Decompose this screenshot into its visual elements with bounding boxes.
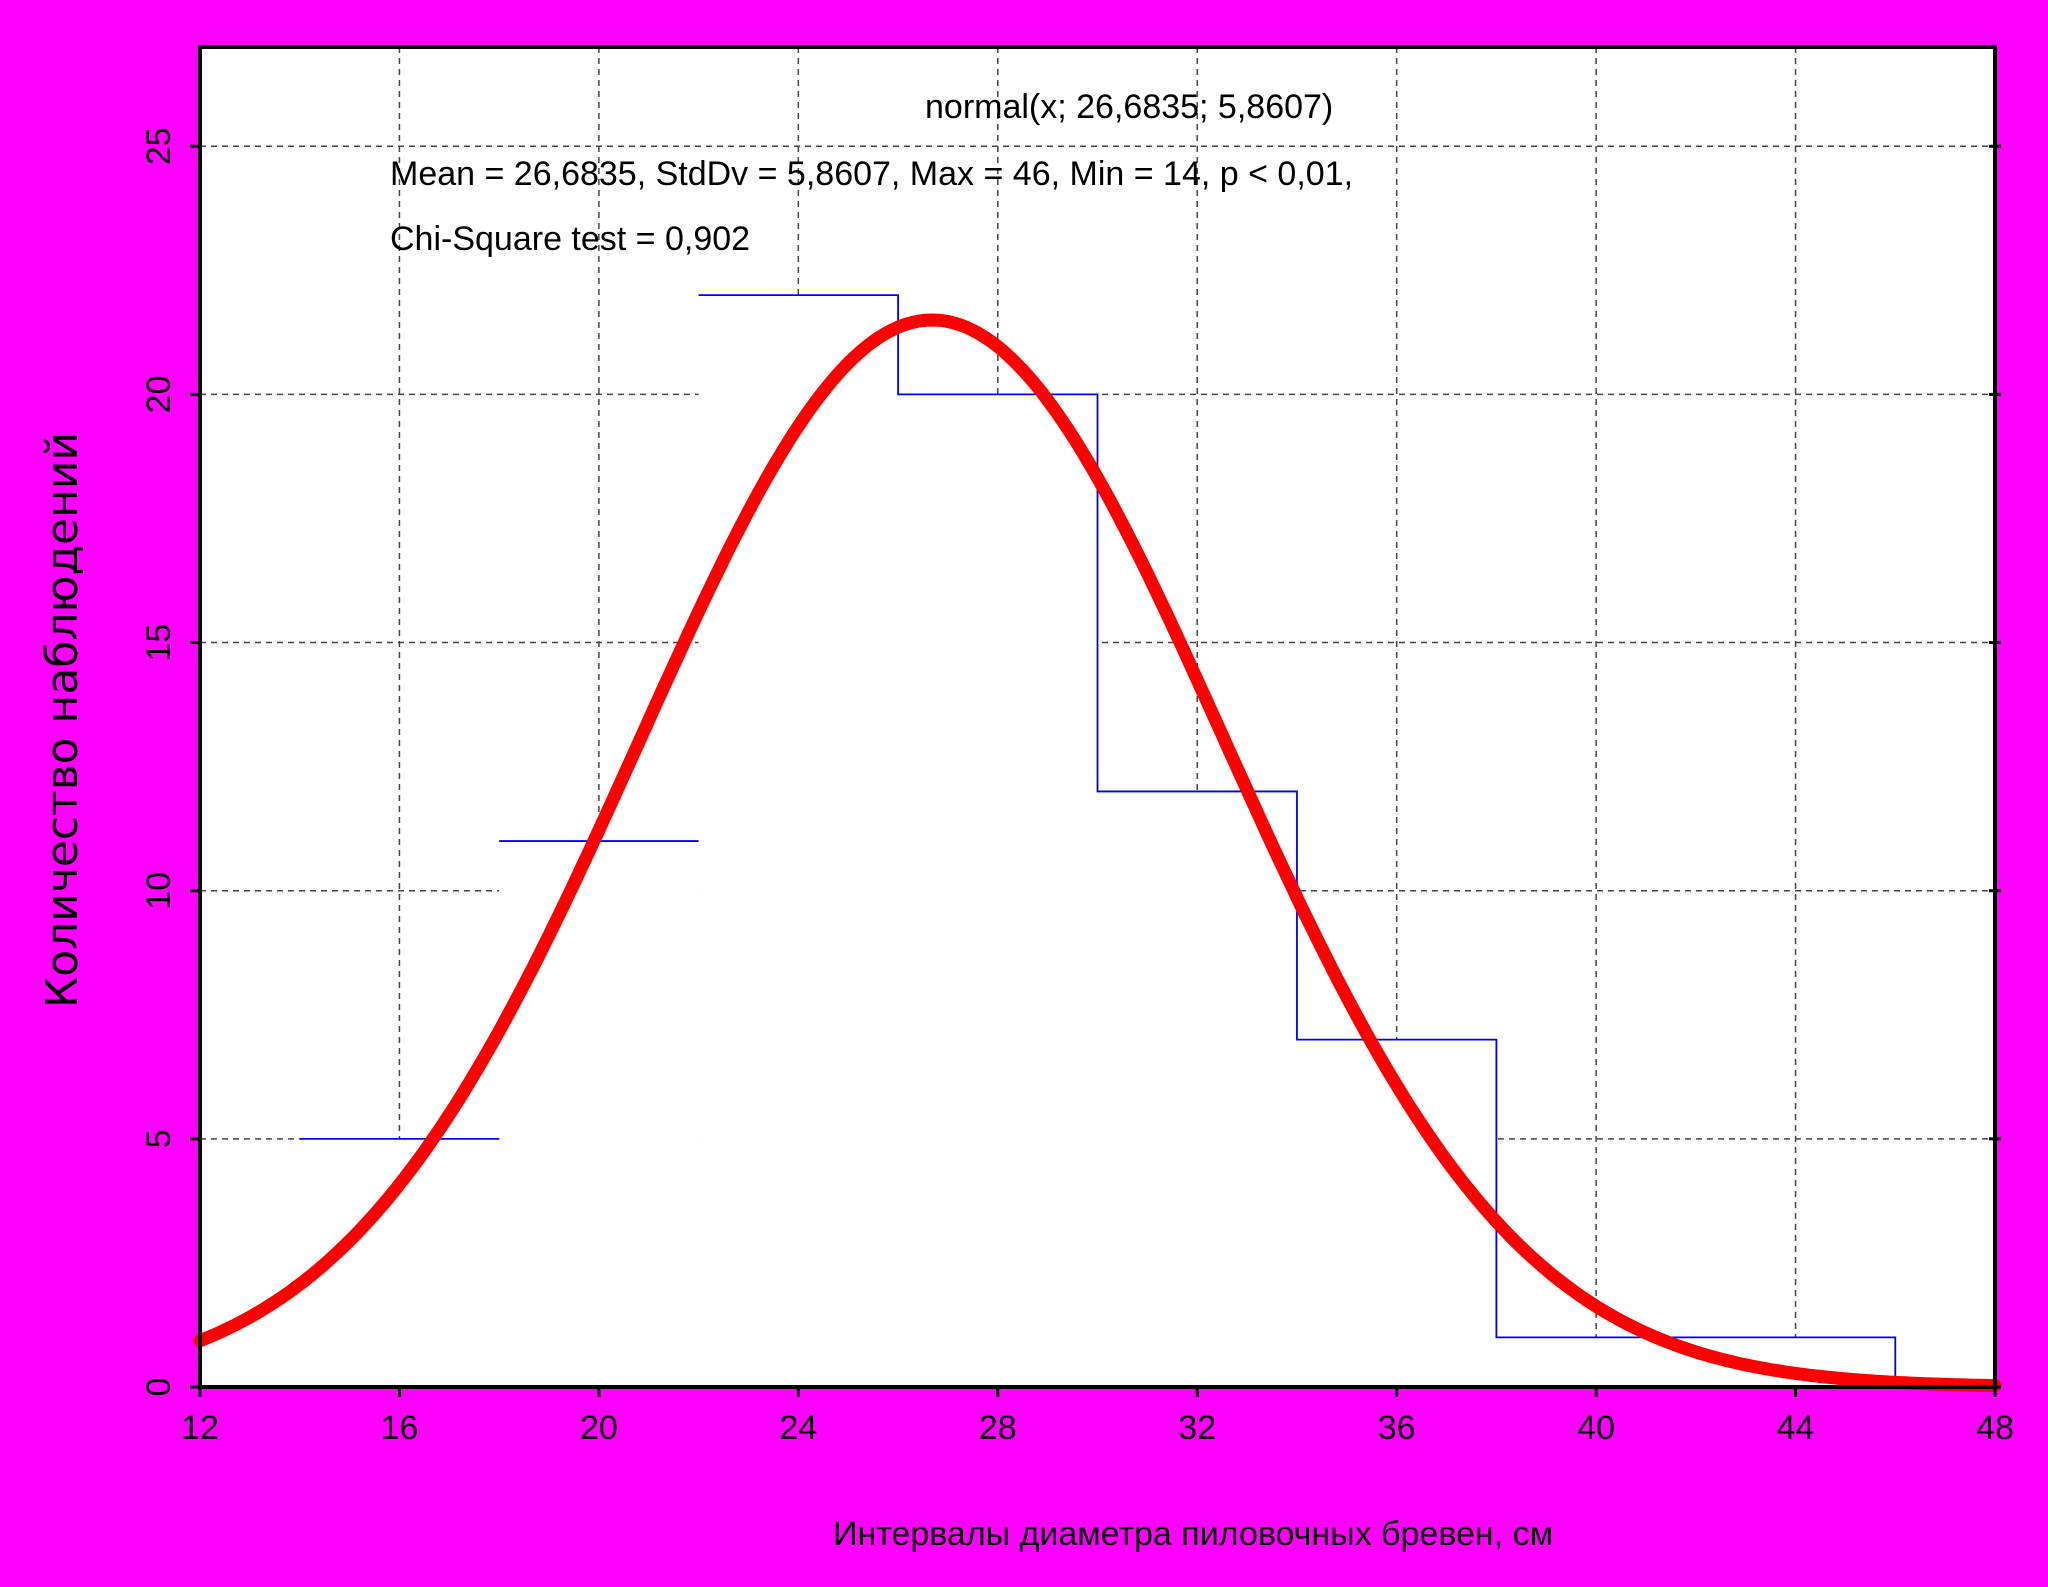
x-tick-label: 28 <box>979 1409 1017 1447</box>
y-tick-label: 20 <box>140 375 178 413</box>
y-tick-label: 5 <box>140 1129 178 1148</box>
y-tick-label: 0 <box>140 1378 178 1397</box>
stats-annotation: Mean = 26,6835, StdDv = 5,8607, Max = 46… <box>390 155 1353 193</box>
x-tick-label: 48 <box>1976 1409 2014 1447</box>
x-tick-label: 20 <box>580 1409 618 1447</box>
histogram-bar-fill <box>698 295 899 1387</box>
x-axis-label: Интервалы диаметра пиловочных бревен, см <box>833 1515 1553 1553</box>
x-tick-label: 36 <box>1378 1409 1416 1447</box>
x-tick-label: 24 <box>779 1409 817 1447</box>
y-tick-label: 10 <box>140 872 178 910</box>
histogram-bar-fill <box>1097 791 1297 1387</box>
x-tick-label: 40 <box>1577 1409 1615 1447</box>
formula-annotation: normal(x; 26,6835; 5,8607) <box>925 88 1333 126</box>
y-tick-label: 15 <box>140 624 178 662</box>
x-axis-ticks: 12 16 20 24 28 32 36 40 44 48 <box>181 1387 2014 1447</box>
histogram-bar-fill <box>898 394 1098 1387</box>
chi-square-annotation: Chi-Square test = 0,902 <box>390 220 750 258</box>
x-tick-label: 16 <box>381 1409 419 1447</box>
y-axis-ticks: 0 5 10 15 20 25 <box>140 127 2001 1396</box>
x-tick-label: 12 <box>181 1409 219 1447</box>
plot-frame <box>198 45 1997 1389</box>
x-tick-label: 44 <box>1777 1409 1815 1447</box>
x-tick-label: 32 <box>1178 1409 1216 1447</box>
y-axis-label: Количество наблюдений <box>37 432 88 1008</box>
histogram-bar-fill <box>499 841 699 1387</box>
y-tick-label: 25 <box>140 127 178 165</box>
normal-curve <box>193 313 2002 1393</box>
